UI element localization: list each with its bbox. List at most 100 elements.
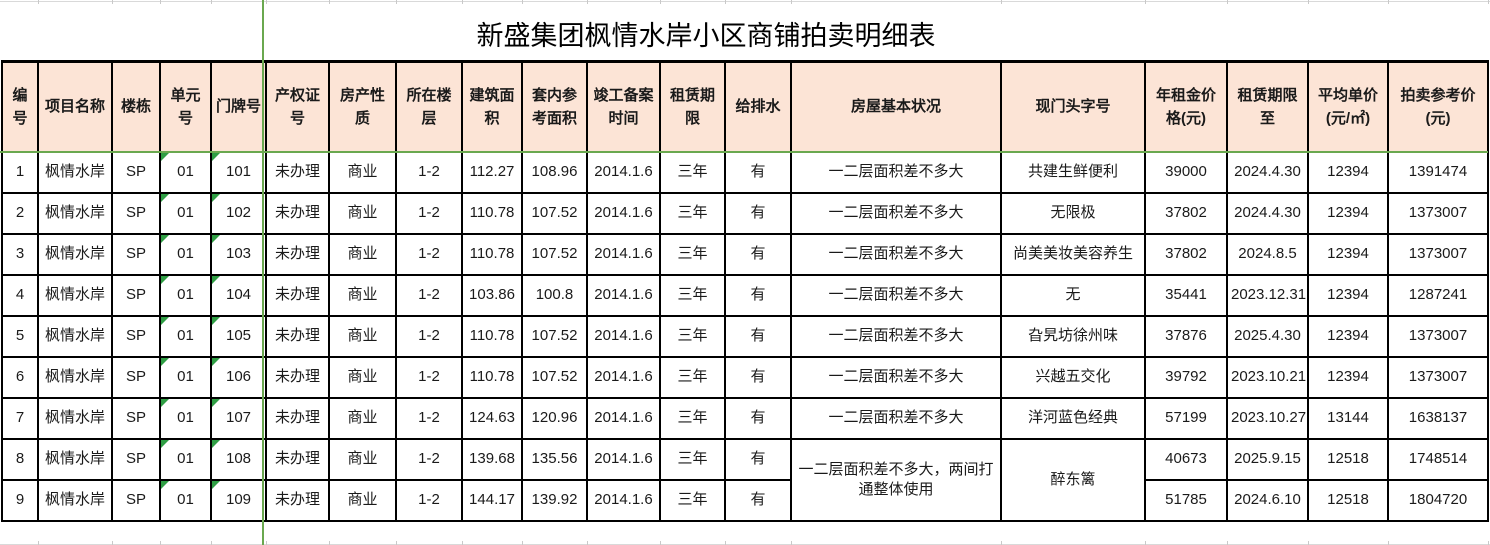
header-cell-unit_no[interactable]: 单元号 xyxy=(159,60,212,153)
cell-auction_ref_price[interactable]: 1287241 xyxy=(1387,274,1489,317)
cell-door_no[interactable]: 104 xyxy=(210,274,267,317)
cell-id[interactable]: 1 xyxy=(1,151,39,194)
cell-inner_area[interactable]: 107.52 xyxy=(521,192,588,235)
cell-shop_sign[interactable]: 共建生鲜便利 xyxy=(1000,151,1146,194)
header-cell-building_area[interactable]: 建筑面积 xyxy=(461,60,523,153)
header-cell-inner_area[interactable]: 套内参考面积 xyxy=(521,60,588,153)
header-cell-avg_unit_price[interactable]: 平均单价(元/㎡) xyxy=(1307,60,1389,153)
cell-id[interactable]: 5 xyxy=(1,315,39,358)
cell-lease_until[interactable]: 2023.10.27 xyxy=(1226,397,1309,440)
header-cell-condition[interactable]: 房屋基本状况 xyxy=(790,60,1002,153)
cell-auction_ref_price[interactable]: 1638137 xyxy=(1387,397,1489,440)
cell-auction_ref_price[interactable]: 1373007 xyxy=(1387,315,1489,358)
header-cell-building[interactable]: 楼栋 xyxy=(111,60,161,153)
cell-floor[interactable]: 1-2 xyxy=(395,479,463,522)
cell-avg_unit_price[interactable]: 12394 xyxy=(1307,356,1389,399)
cell-water_drainage[interactable]: 有 xyxy=(724,479,792,522)
header-cell-water_drainage[interactable]: 给排水 xyxy=(724,60,792,153)
cell-inner_area[interactable]: 100.8 xyxy=(521,274,588,317)
cell-building[interactable]: SP xyxy=(111,397,161,440)
cell-inner_area[interactable]: 107.52 xyxy=(521,233,588,276)
cell-water_drainage[interactable]: 有 xyxy=(724,397,792,440)
cell-cert_no[interactable]: 未办理 xyxy=(265,151,330,194)
cell-lease_term[interactable]: 三年 xyxy=(659,479,726,522)
cell-project_name[interactable]: 枫情水岸 xyxy=(37,274,113,317)
cell-lease_term[interactable]: 三年 xyxy=(659,397,726,440)
cell-shop_sign[interactable]: 无 xyxy=(1000,274,1146,317)
header-cell-property_type[interactable]: 房产性质 xyxy=(328,60,397,153)
cell-annual_rent[interactable]: 57199 xyxy=(1144,397,1228,440)
cell-shop_sign[interactable]: 无限极 xyxy=(1000,192,1146,235)
cell-annual_rent[interactable]: 51785 xyxy=(1144,479,1228,522)
cell-building[interactable]: SP xyxy=(111,151,161,194)
cell-building[interactable]: SP xyxy=(111,438,161,481)
cell-avg_unit_price[interactable]: 12394 xyxy=(1307,192,1389,235)
cell-lease_term[interactable]: 三年 xyxy=(659,356,726,399)
cell-cert_no[interactable]: 未办理 xyxy=(265,315,330,358)
cell-door_no[interactable]: 109 xyxy=(210,479,267,522)
cell-lease_until[interactable]: 2024.4.30 xyxy=(1226,151,1309,194)
cell-cert_no[interactable]: 未办理 xyxy=(265,274,330,317)
cell-building[interactable]: SP xyxy=(111,233,161,276)
cell-inner_area[interactable]: 135.56 xyxy=(521,438,588,481)
cell-building_area[interactable]: 144.17 xyxy=(461,479,523,522)
cell-project_name[interactable]: 枫情水岸 xyxy=(37,438,113,481)
cell-property_type[interactable]: 商业 xyxy=(328,151,397,194)
cell-property_type[interactable]: 商业 xyxy=(328,438,397,481)
cell-unit_no[interactable]: 01 xyxy=(159,151,212,194)
cell-completion_date[interactable]: 2014.1.6 xyxy=(586,479,661,522)
cell-inner_area[interactable]: 139.92 xyxy=(521,479,588,522)
cell-floor[interactable]: 1-2 xyxy=(395,438,463,481)
cell-avg_unit_price[interactable]: 12394 xyxy=(1307,151,1389,194)
cell-annual_rent[interactable]: 37802 xyxy=(1144,192,1228,235)
cell-water_drainage[interactable]: 有 xyxy=(724,438,792,481)
cell-floor[interactable]: 1-2 xyxy=(395,233,463,276)
cell-unit_no[interactable]: 01 xyxy=(159,356,212,399)
cell-project_name[interactable]: 枫情水岸 xyxy=(37,151,113,194)
cell-unit_no[interactable]: 01 xyxy=(159,479,212,522)
cell-condition[interactable]: 一二层面积差不多大 xyxy=(790,315,1002,358)
cell-floor[interactable]: 1-2 xyxy=(395,151,463,194)
cell-building_area[interactable]: 110.78 xyxy=(461,192,523,235)
cell-property_type[interactable]: 商业 xyxy=(328,274,397,317)
cell-inner_area[interactable]: 107.52 xyxy=(521,315,588,358)
cell-property_type[interactable]: 商业 xyxy=(328,479,397,522)
cell-completion_date[interactable]: 2014.1.6 xyxy=(586,356,661,399)
cell-cert_no[interactable]: 未办理 xyxy=(265,438,330,481)
cell-door_no[interactable]: 105 xyxy=(210,315,267,358)
header-cell-lease_until[interactable]: 租赁期限至 xyxy=(1226,60,1309,153)
cell-lease_until[interactable]: 2023.10.21 xyxy=(1226,356,1309,399)
cell-lease_until[interactable]: 2025.9.15 xyxy=(1226,438,1309,481)
cell-annual_rent[interactable]: 39000 xyxy=(1144,151,1228,194)
cell-cert_no[interactable]: 未办理 xyxy=(265,356,330,399)
header-cell-id[interactable]: 编号 xyxy=(1,60,39,153)
cell-property_type[interactable]: 商业 xyxy=(328,192,397,235)
cell-completion_date[interactable]: 2014.1.6 xyxy=(586,315,661,358)
cell-avg_unit_price[interactable]: 12518 xyxy=(1307,438,1389,481)
cell-avg_unit_price[interactable]: 12394 xyxy=(1307,274,1389,317)
cell-property_type[interactable]: 商业 xyxy=(328,315,397,358)
cell-water_drainage[interactable]: 有 xyxy=(724,192,792,235)
cell-unit_no[interactable]: 01 xyxy=(159,438,212,481)
cell-annual_rent[interactable]: 39792 xyxy=(1144,356,1228,399)
cell-shop_sign[interactable]: 旮旯坊徐州味 xyxy=(1000,315,1146,358)
cell-id[interactable]: 2 xyxy=(1,192,39,235)
cell-shop_sign[interactable]: 醉东篱 xyxy=(1000,438,1146,522)
header-cell-shop_sign[interactable]: 现门头字号 xyxy=(1000,60,1146,153)
cell-unit_no[interactable]: 01 xyxy=(159,233,212,276)
cell-completion_date[interactable]: 2014.1.6 xyxy=(586,438,661,481)
cell-cert_no[interactable]: 未办理 xyxy=(265,233,330,276)
cell-annual_rent[interactable]: 40673 xyxy=(1144,438,1228,481)
cell-floor[interactable]: 1-2 xyxy=(395,192,463,235)
cell-door_no[interactable]: 102 xyxy=(210,192,267,235)
cell-project_name[interactable]: 枫情水岸 xyxy=(37,479,113,522)
cell-lease_term[interactable]: 三年 xyxy=(659,233,726,276)
cell-completion_date[interactable]: 2014.1.6 xyxy=(586,274,661,317)
cell-id[interactable]: 3 xyxy=(1,233,39,276)
cell-property_type[interactable]: 商业 xyxy=(328,233,397,276)
cell-shop_sign[interactable]: 兴越五交化 xyxy=(1000,356,1146,399)
cell-project_name[interactable]: 枫情水岸 xyxy=(37,397,113,440)
cell-cert_no[interactable]: 未办理 xyxy=(265,397,330,440)
cell-building_area[interactable]: 110.78 xyxy=(461,233,523,276)
cell-condition[interactable]: 一二层面积差不多大 xyxy=(790,233,1002,276)
